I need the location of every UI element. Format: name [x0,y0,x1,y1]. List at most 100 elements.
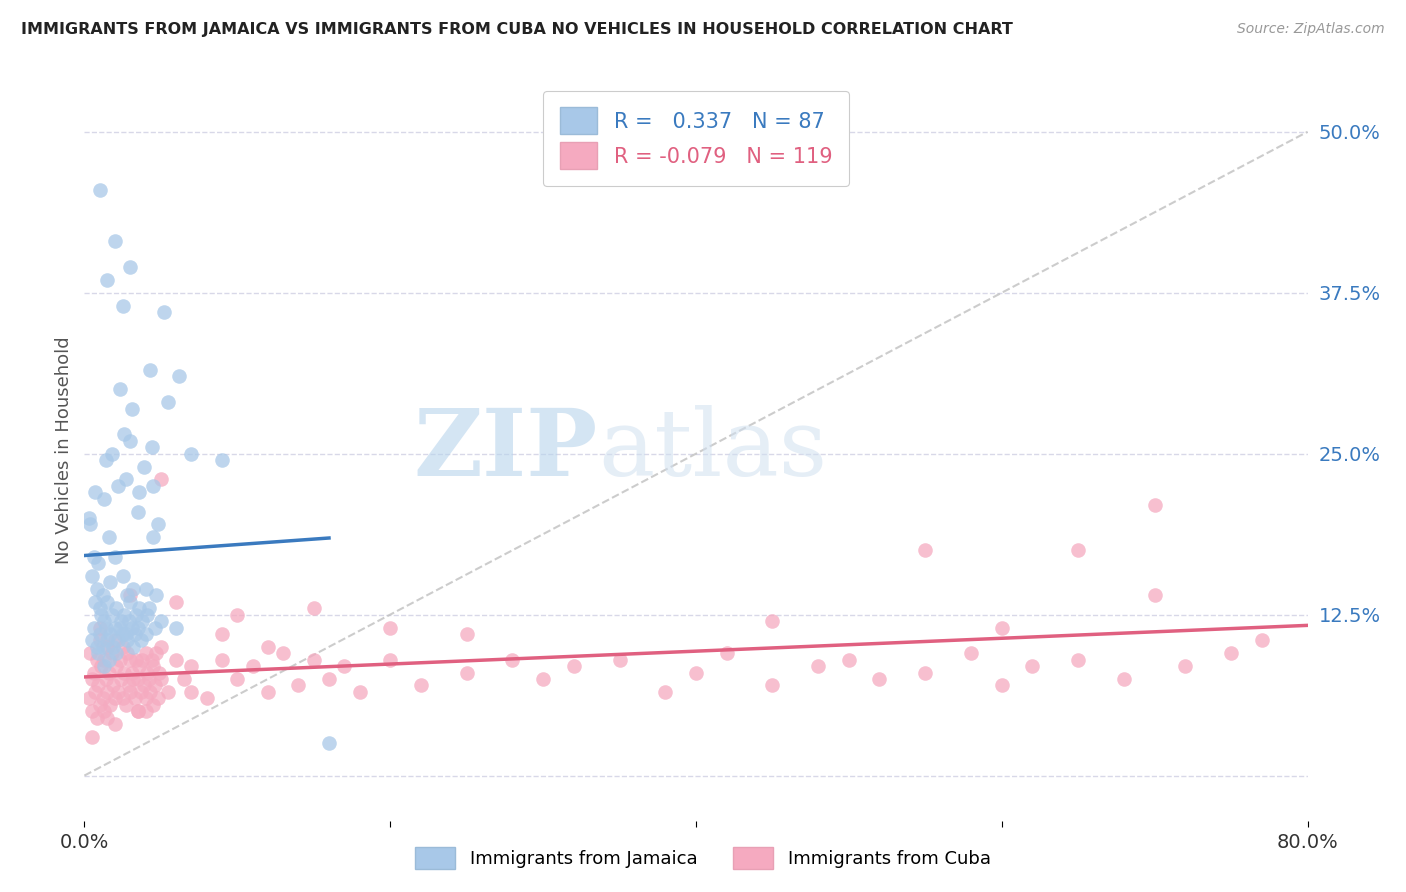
Point [141,440,163,454]
Point [142,698,165,712]
Point [104,717,127,731]
Point [456,627,478,641]
Point [807,659,830,673]
Point [104,691,127,706]
Point [122,640,145,654]
Point [96,711,118,725]
Point [80,730,103,744]
Point [131,653,153,667]
Point [107,685,129,699]
Point [562,659,585,673]
Point [333,659,356,673]
Point [122,672,145,686]
Point [146,691,169,706]
Point [127,704,149,718]
Point [211,627,233,641]
Point [79,646,101,660]
Point [121,401,143,416]
Point [98,575,121,590]
Point [101,646,124,660]
Point [115,633,138,648]
Point [302,601,325,615]
Point [122,582,145,596]
Point [93,704,115,718]
Point [165,653,187,667]
Point [83,549,105,564]
Point [1067,543,1090,558]
Point [1250,633,1272,648]
Point [124,627,146,641]
Point [86,582,108,596]
Point [87,556,110,570]
Point [93,491,115,506]
Point [120,595,142,609]
Point [143,678,166,692]
Point [94,620,117,634]
Point [115,646,138,660]
Point [211,453,233,467]
Point [84,685,107,699]
Point [127,505,149,519]
Point [89,601,111,615]
Point [838,653,860,667]
Point [89,633,111,648]
Point [77,511,100,525]
Point [96,273,118,287]
Point [79,517,101,532]
Point [167,369,190,384]
Point [135,627,157,641]
Point [108,653,131,667]
Point [242,659,264,673]
Point [1143,498,1166,512]
Point [685,665,707,680]
Point [114,698,136,712]
Point [83,665,105,680]
Text: Source: ZipAtlas.com: Source: ZipAtlas.com [1237,22,1385,37]
Point [131,614,153,628]
Point [90,607,112,622]
Point [991,620,1014,634]
Point [138,601,160,615]
Point [143,620,166,634]
Point [103,678,125,692]
Point [318,672,340,686]
Point [153,305,176,319]
Point [165,620,187,634]
Text: ZIP: ZIP [413,406,598,495]
Point [111,691,134,706]
Point [146,517,169,532]
Point [103,640,125,654]
Point [456,665,478,680]
Point [716,646,738,660]
Point [111,640,134,654]
Y-axis label: No Vehicles in Household: No Vehicles in Household [55,336,73,565]
Point [135,704,157,718]
Point [129,633,152,648]
Point [1143,588,1166,602]
Point [110,614,132,628]
Point [120,260,142,274]
Point [226,607,249,622]
Point [180,659,202,673]
Point [80,633,103,648]
Point [112,427,135,442]
Point [110,672,132,686]
Point [91,691,114,706]
Point [271,646,294,660]
Point [139,363,162,377]
Point [104,549,127,564]
Point [105,646,128,660]
Point [101,447,124,461]
Text: IMMIGRANTS FROM JAMAICA VS IMMIGRANTS FROM CUBA NO VEHICLES IN HOUSEHOLD CORRELA: IMMIGRANTS FROM JAMAICA VS IMMIGRANTS FR… [21,22,1012,37]
Point [114,627,136,641]
Point [80,569,103,583]
Point [97,653,120,667]
Point [141,653,163,667]
Point [125,607,148,622]
Point [502,653,524,667]
Point [96,595,118,609]
Point [111,569,134,583]
Point [302,653,325,667]
Point [120,588,142,602]
Point [257,640,280,654]
